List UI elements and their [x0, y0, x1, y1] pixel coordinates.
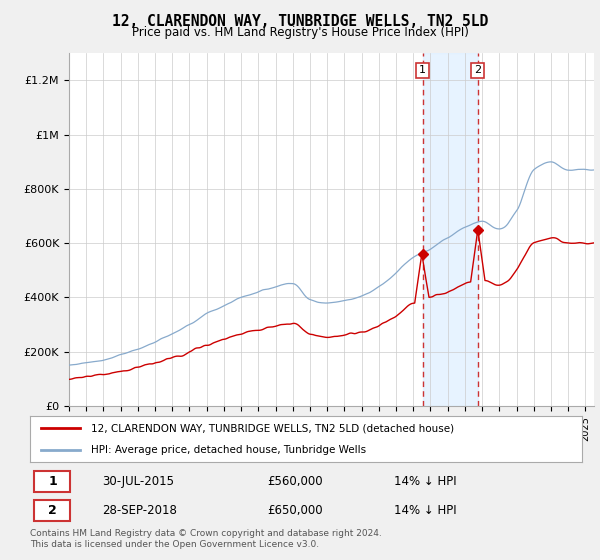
Text: £650,000: £650,000	[268, 504, 323, 517]
Text: 14% ↓ HPI: 14% ↓ HPI	[394, 475, 457, 488]
Text: 12, CLARENDON WAY, TUNBRIDGE WELLS, TN2 5LD: 12, CLARENDON WAY, TUNBRIDGE WELLS, TN2 …	[112, 14, 488, 29]
Text: Price paid vs. HM Land Registry's House Price Index (HPI): Price paid vs. HM Land Registry's House …	[131, 26, 469, 39]
Text: HPI: Average price, detached house, Tunbridge Wells: HPI: Average price, detached house, Tunb…	[91, 445, 366, 455]
Text: 14% ↓ HPI: 14% ↓ HPI	[394, 504, 457, 517]
Text: 1: 1	[48, 475, 57, 488]
Text: Contains HM Land Registry data © Crown copyright and database right 2024.
This d: Contains HM Land Registry data © Crown c…	[30, 529, 382, 549]
Bar	[422, 53, 478, 406]
Text: 1: 1	[419, 66, 426, 76]
Text: 2: 2	[474, 66, 481, 76]
Text: 28-SEP-2018: 28-SEP-2018	[102, 504, 176, 517]
Text: 2: 2	[48, 504, 57, 517]
Text: 30-JUL-2015: 30-JUL-2015	[102, 475, 174, 488]
FancyBboxPatch shape	[34, 500, 70, 521]
Text: 12, CLARENDON WAY, TUNBRIDGE WELLS, TN2 5LD (detached house): 12, CLARENDON WAY, TUNBRIDGE WELLS, TN2 …	[91, 423, 454, 433]
FancyBboxPatch shape	[34, 470, 70, 492]
Text: £560,000: £560,000	[268, 475, 323, 488]
